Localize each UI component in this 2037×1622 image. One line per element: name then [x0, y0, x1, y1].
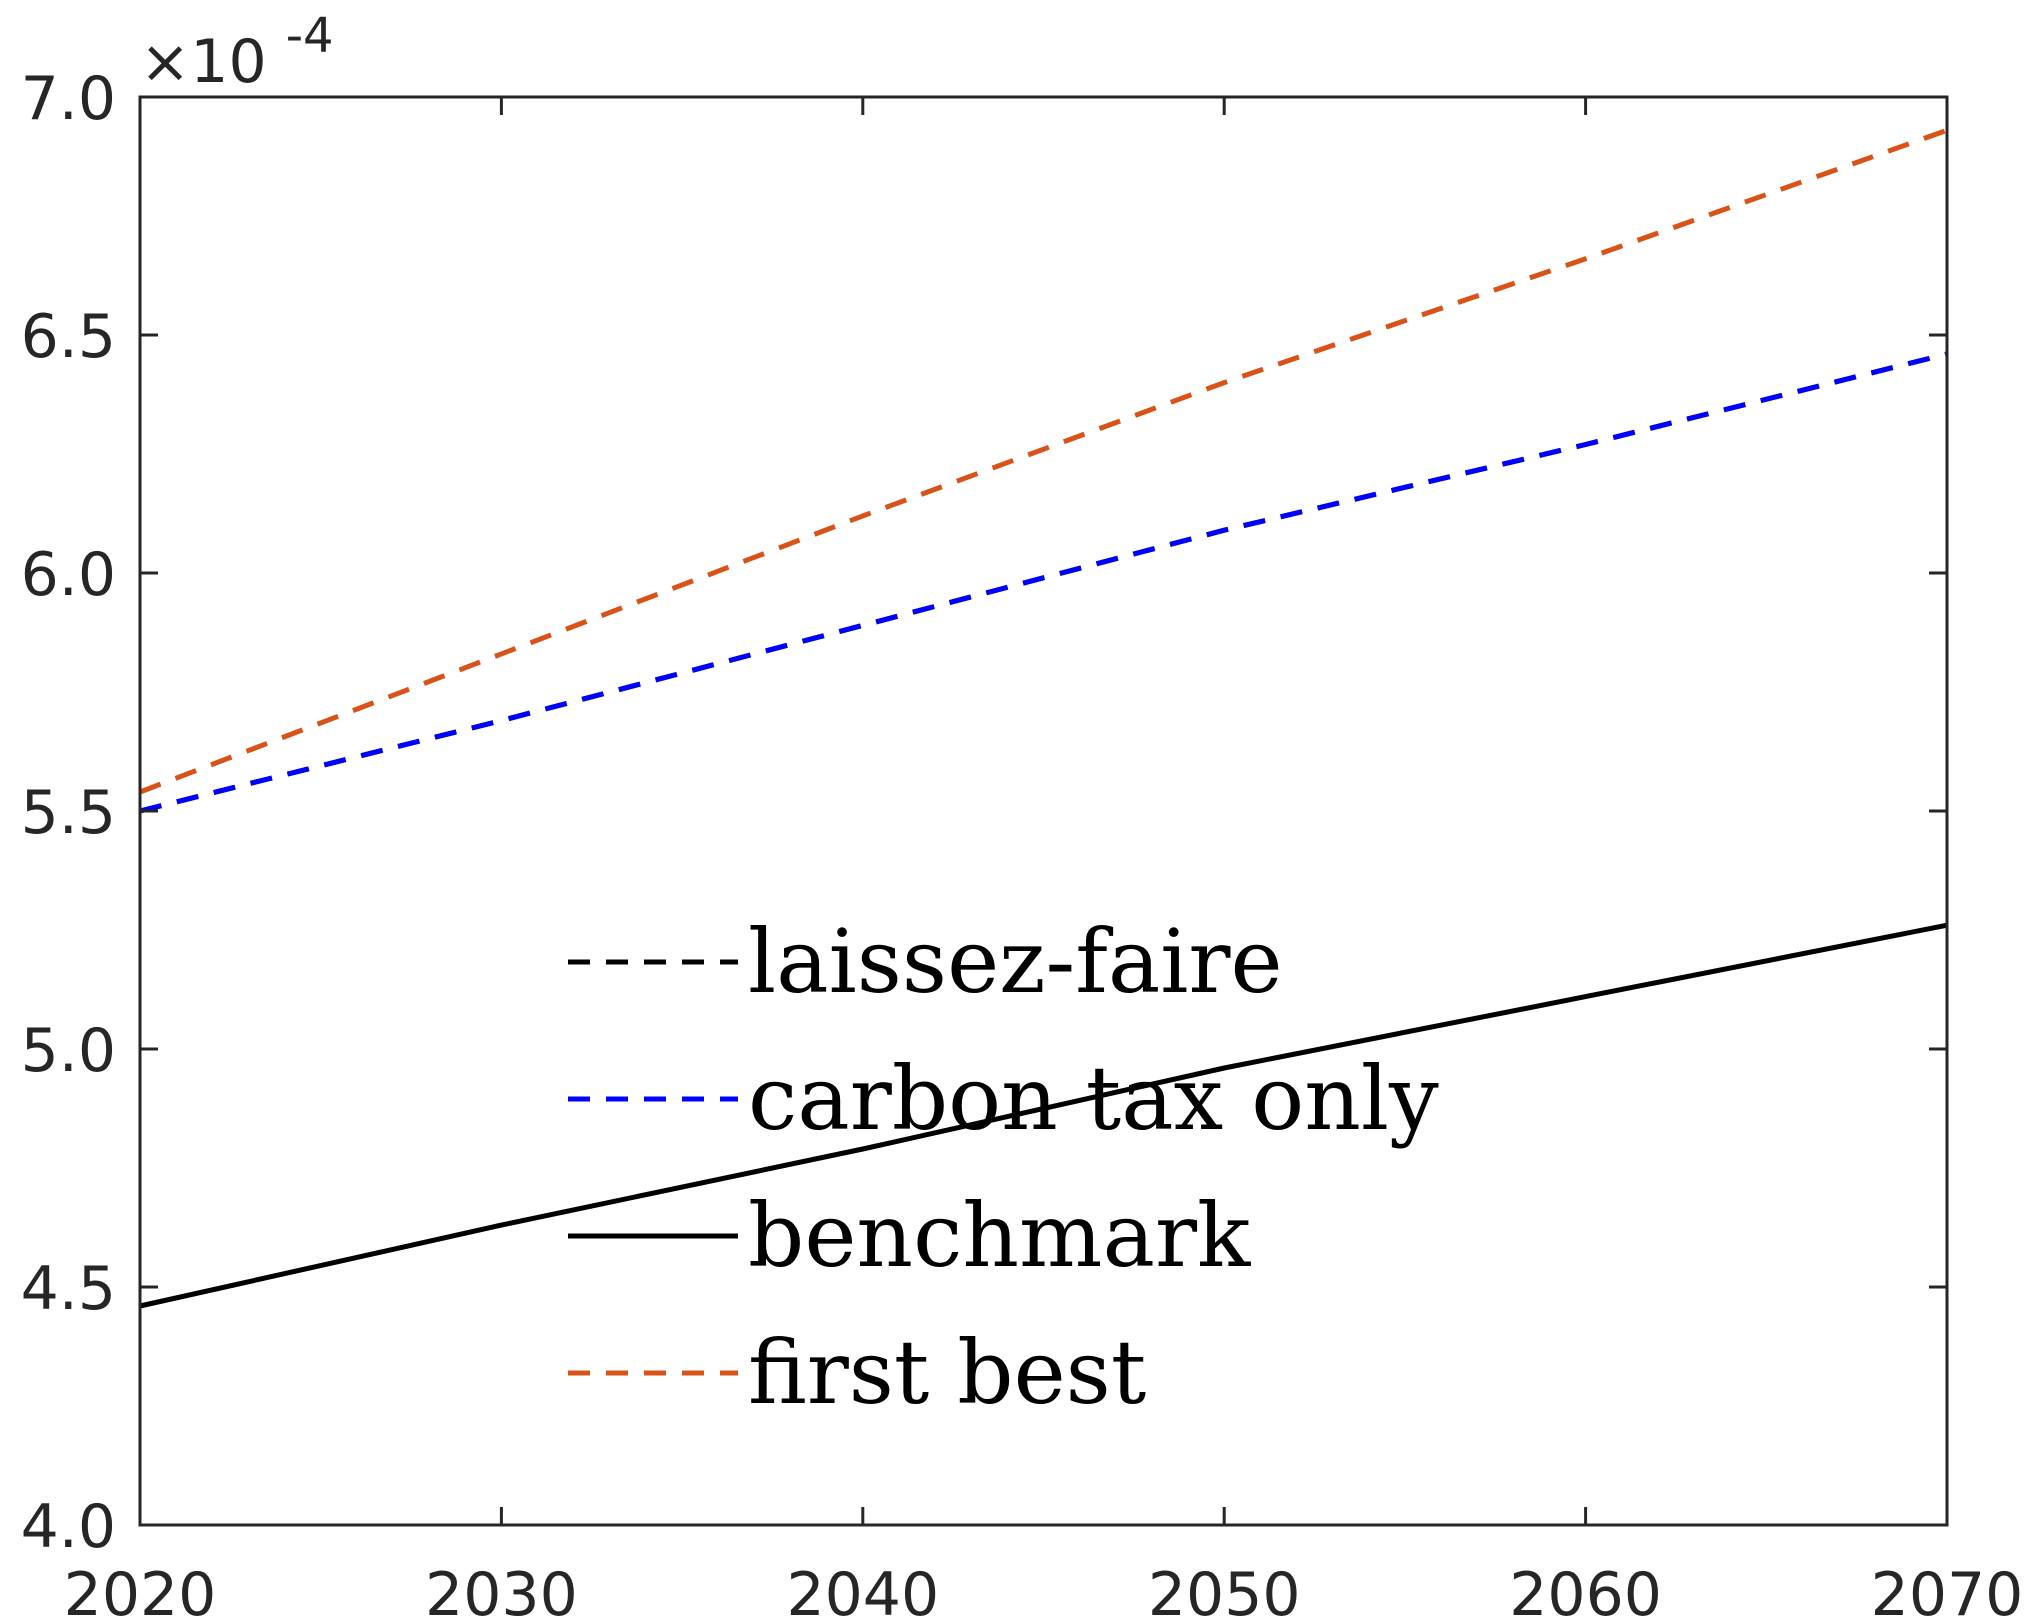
- y-tick-label: 6.0: [21, 540, 116, 610]
- legend-label: benchmark: [748, 1184, 1251, 1287]
- y-tick-labels: 4.0 4.5 5.0 5.5 6.0 6.5 7.0: [21, 64, 116, 1562]
- x-tick-label: 2070: [1871, 1560, 2024, 1622]
- x-tick-label: 2030: [425, 1560, 578, 1622]
- series-line-first-best: [139, 127, 1948, 795]
- x-tick-label: 2040: [786, 1560, 939, 1622]
- y-tick-label: 7.0: [21, 64, 116, 134]
- legend-label: carbon tax only: [748, 1047, 1439, 1150]
- y-multiplier-exponent: -4: [286, 8, 334, 64]
- axes-box: [138, 95, 1949, 1527]
- y-multiplier-base: ×10: [140, 27, 267, 97]
- y-tick-label: 5.5: [21, 778, 116, 848]
- legend-label: laissez-faire: [748, 910, 1283, 1013]
- legend: laissez-faire carbon tax only benchmark fir…: [568, 910, 1439, 1424]
- x-tick-labels: 2020 2030 2040 2050 2060 2070: [64, 1560, 2024, 1622]
- x-tick-label: 2050: [1148, 1560, 1301, 1622]
- y-tick-label: 6.5: [21, 302, 116, 372]
- series-line-benchmark: [139, 922, 1948, 1309]
- series-line-carbon-tax-only: [139, 351, 1948, 814]
- x-tick-label: 2060: [1509, 1560, 1662, 1622]
- legend-label: first best: [748, 1321, 1146, 1424]
- x-tick-label: 2020: [64, 1560, 217, 1622]
- y-tick-label: 4.5: [21, 1254, 116, 1324]
- y-tick-label: 4.0: [21, 1492, 116, 1562]
- y-tick-label: 5.0: [21, 1016, 116, 1086]
- ticks-layer: [138, 95, 1949, 1527]
- series-layer: [139, 127, 1948, 1309]
- y-multiplier-label: ×10 -4: [140, 8, 334, 97]
